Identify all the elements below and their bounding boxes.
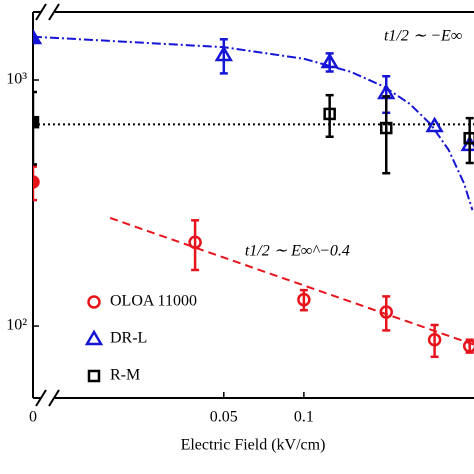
data-point xyxy=(33,28,43,45)
error-bar xyxy=(382,295,391,332)
frame xyxy=(32,3,474,407)
x-tick-label: 0.1 xyxy=(294,409,314,426)
x-axis-label: Electric Field (kV/cm) xyxy=(181,437,326,454)
data-point xyxy=(188,235,202,250)
y-tick-label: 10³ xyxy=(6,71,27,88)
error-bar xyxy=(382,95,391,175)
error-bar xyxy=(33,90,37,166)
data-point xyxy=(297,292,311,307)
legend-label: DR-L xyxy=(110,330,147,347)
plot-area xyxy=(33,28,474,359)
data-point xyxy=(33,175,40,189)
data-point xyxy=(427,332,442,347)
error-bar xyxy=(191,219,200,272)
data-point xyxy=(379,121,393,135)
error-bar xyxy=(219,38,228,75)
error-bar xyxy=(465,116,474,165)
annotation: t1/2 ∼ −E∞ xyxy=(384,27,462,44)
marker xyxy=(84,329,104,346)
x-tick-label: 0 xyxy=(29,409,37,426)
error-bar xyxy=(325,93,334,139)
data-point xyxy=(462,339,474,353)
marker xyxy=(87,369,101,383)
legend-label: R-M xyxy=(110,367,140,384)
legend-label: OLOA 11000 xyxy=(110,293,197,310)
annotation: t1/2 ∼ E∞^−0.4 xyxy=(245,243,350,260)
data-point xyxy=(320,52,339,69)
data-point xyxy=(463,131,474,145)
data-point xyxy=(425,116,444,133)
fit-line xyxy=(109,217,474,346)
data-point xyxy=(214,45,233,62)
error-bar xyxy=(33,165,37,202)
marker xyxy=(87,295,101,309)
data-point xyxy=(323,107,336,121)
error-bar xyxy=(430,323,439,359)
data-point xyxy=(379,305,393,319)
fit-line xyxy=(33,35,474,211)
data-point xyxy=(33,115,40,129)
x-tick-label: 0.05 xyxy=(210,409,238,426)
y-tick-label: 10² xyxy=(6,317,27,334)
